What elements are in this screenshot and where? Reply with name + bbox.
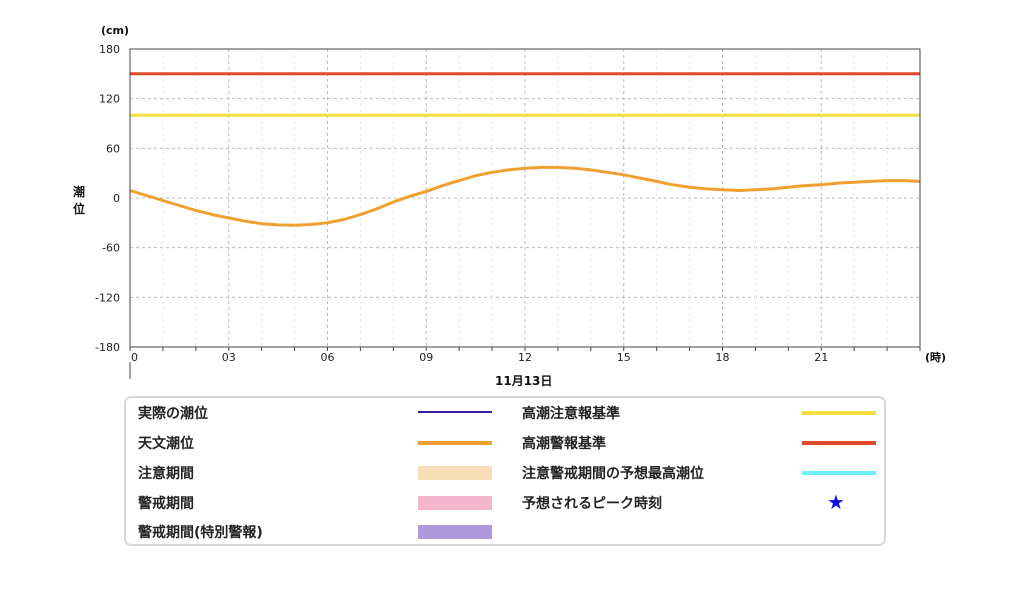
legend-label: 注意警戒期間の予想最高潮位 [522,466,704,482]
legend-item: 注意期間 [138,463,498,483]
x-unit-label: (時) [925,350,946,364]
x-tick-label: 09 [419,351,433,364]
legend-label: 予想されるピーク時刻 [522,496,662,512]
legend-label: 実際の潮位 [138,406,208,422]
star-icon: ★ [827,490,845,514]
x-tick-label: 12 [518,351,532,364]
legend-label: 高潮警報基準 [522,436,606,452]
legend-item: 実際の潮位 [138,403,498,423]
legend-line-swatch [802,441,876,445]
x-tick-label: 03 [222,351,236,364]
x-tick-label: 0 [131,351,138,364]
x-tick-label: 18 [716,351,730,364]
legend-item: 予想されるピーク時刻 ★ [522,490,872,514]
legend-item: 高潮注意報基準 [522,403,876,423]
grid [129,49,921,351]
x-tick-label: 21 [814,351,828,364]
y-tick-label: 60 [106,142,120,155]
x-tick-labels: 0 03 06 09 12 15 18 21 [131,351,828,364]
y-tick-label: 180 [99,43,120,56]
y-tick-label: 120 [99,93,120,106]
reference-lines [130,72,920,117]
y-tick-label: 0 [113,192,120,205]
legend-band-swatch [418,525,492,539]
legend-band-swatch [418,496,492,510]
tide-chart: 180 120 60 0 -60 -120 -180 0 03 06 09 12 15 18 21 (cm… [73,24,946,388]
y-tick-label: -180 [95,341,120,354]
legend-line-swatch [418,411,492,413]
legend-label: 高潮注意報基準 [522,406,620,422]
legend-label: 注意期間 [138,466,194,482]
y-tick-label: -120 [95,291,120,304]
astronomical-tide-line [129,165,921,227]
y-axis-label-char: 位 [73,201,85,216]
legend-label: 天文潮位 [138,436,194,452]
tide-series [129,165,921,227]
legend-band-swatch [418,466,492,480]
legend-item: 高潮警報基準 [522,433,876,453]
legend-label: 警戒期間(特別警報) [138,525,263,541]
legend-item: 天文潮位 [138,433,498,453]
y-axis-label-char: 潮 [73,184,85,199]
y-axis-label: 潮位 [73,184,85,216]
x-tick-label: 15 [617,351,631,364]
plot-frame [129,48,921,348]
legend-item: 注意警戒期間の予想最高潮位 [522,463,876,483]
y-tick-label: -60 [102,242,120,255]
legend-item: 警戒期間(特別警報) [138,522,498,542]
legend-line-swatch [418,441,492,445]
date-label: 11月13日 [495,374,552,388]
y-tick-labels: 180 120 60 0 -60 -120 -180 [95,43,120,354]
x-tick-label: 06 [321,351,335,364]
legend-item: 警戒期間 [138,493,498,513]
legend: 実際の潮位天文潮位注意期間警戒期間警戒期間(特別警報) 高潮注意報基準 高潮警報基準… [124,396,886,546]
legend-label: 警戒期間 [138,496,194,512]
legend-line-swatch [802,411,876,415]
y-unit-label: (cm) [101,24,129,37]
legend-line-swatch [802,471,876,475]
